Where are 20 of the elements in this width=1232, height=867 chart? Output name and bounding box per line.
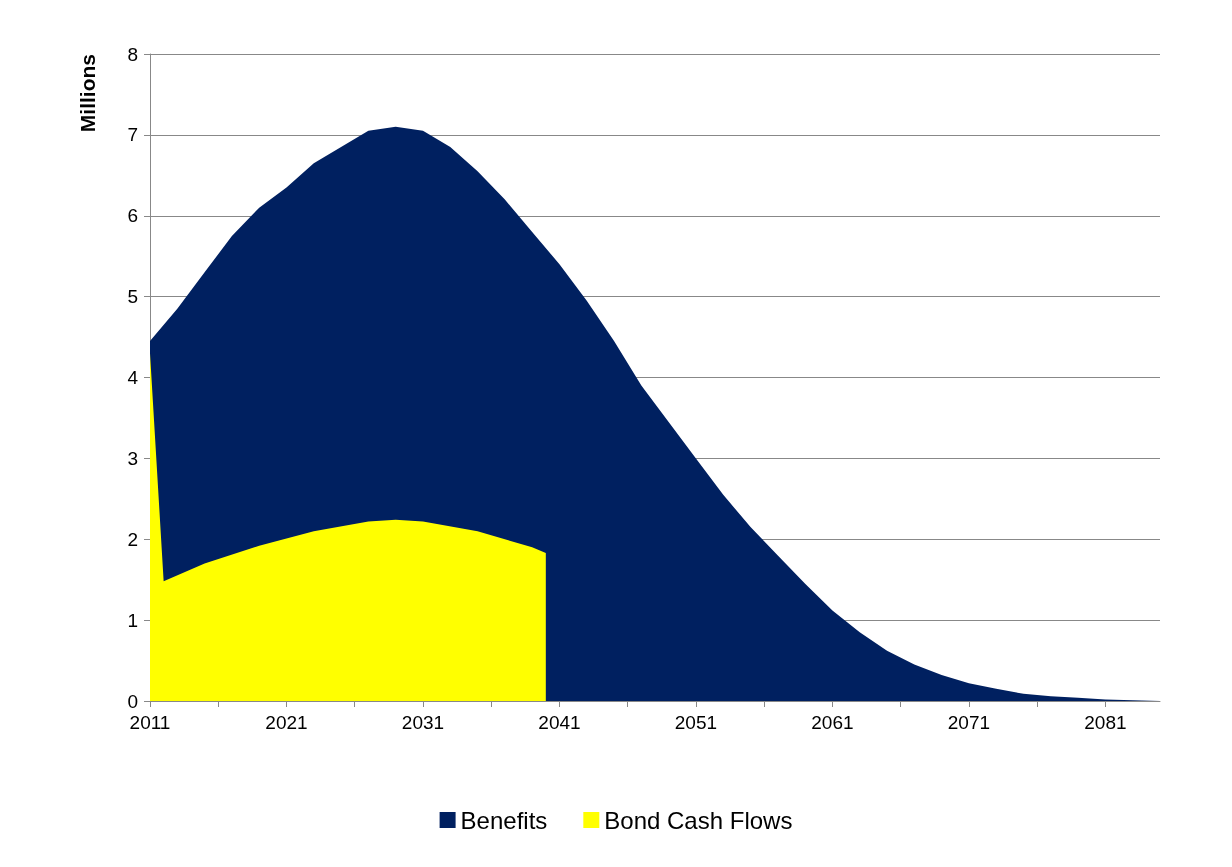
y-tick-label: 2 [127,528,138,550]
y-axis-title: Millions [76,54,99,133]
x-tick-label: 2081 [1084,712,1127,733]
x-tick-label: 2031 [401,712,445,733]
y-tick-label: 1 [127,609,138,631]
x-tick-label: 2051 [674,712,718,733]
x-tick-label: 2021 [265,712,308,733]
x-tick-label: 2071 [947,712,991,733]
legend-label: Benefits [460,806,548,834]
legend-label: Bond Cash Flows [604,806,793,834]
y-tick-label: 0 [127,690,138,712]
x-tick-label: 2041 [538,712,581,733]
x-tick-label: 2011 [129,712,171,733]
y-tick-label: 5 [127,286,138,308]
y-tick-label: 6 [127,205,138,227]
y-tick-label: 8 [127,43,138,65]
y-tick-label: 7 [127,124,138,146]
y-tick-label: 4 [127,367,139,388]
y-tick-label: 3 [127,447,138,469]
x-tick-label: 2061 [811,712,854,733]
